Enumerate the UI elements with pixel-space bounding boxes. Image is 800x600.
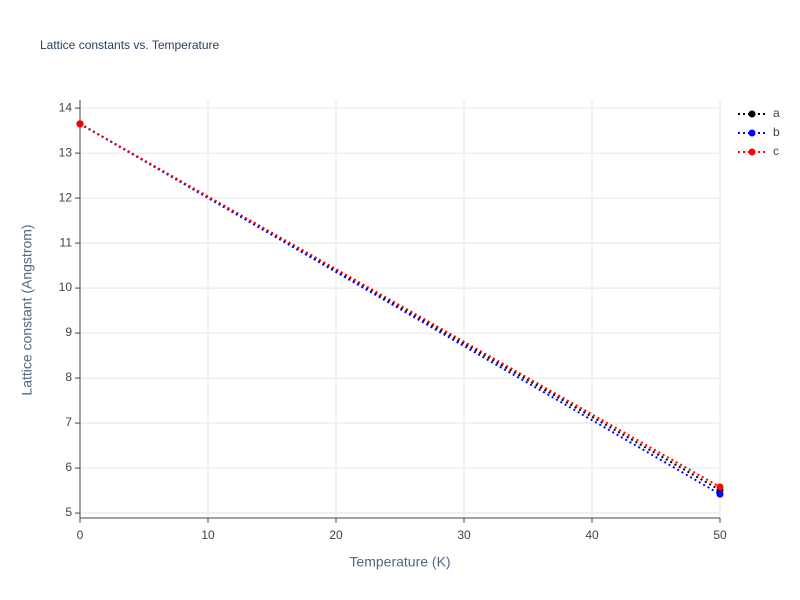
x-axis-title: Temperature (K): [349, 554, 450, 570]
y-tick-label: 9: [65, 325, 72, 339]
y-tick-label: 5: [65, 505, 72, 519]
point: [716, 490, 724, 498]
y-tick-label: 12: [59, 190, 73, 204]
y-tick-label: 13: [59, 145, 73, 159]
y-tick-label: 7: [65, 415, 72, 429]
x-tick-label: 0: [77, 528, 84, 542]
point: [716, 483, 724, 491]
legend-label: c: [773, 144, 779, 158]
legend-label: a: [773, 106, 780, 120]
series-line: [79, 122, 721, 496]
chart-title: Lattice constants vs. Temperature: [40, 38, 220, 52]
y-tick-label: 6: [65, 460, 72, 474]
point: [76, 120, 84, 128]
x-tick-label: 30: [457, 528, 471, 542]
legend-label: b: [773, 125, 780, 139]
y-tick-label: 10: [59, 280, 73, 294]
x-tick-label: 10: [201, 528, 215, 542]
series-line: [79, 122, 721, 488]
y-tick-label: 11: [60, 235, 73, 249]
x-tick-label: 50: [713, 528, 727, 542]
y-tick-label: 8: [65, 370, 72, 384]
legend-marker: [748, 129, 756, 137]
x-tick-label: 40: [585, 528, 599, 542]
y-tick-label: 14: [59, 100, 73, 114]
x-tick-label: 20: [329, 528, 343, 542]
y-axis-title: Lattice constant (Angstrom): [19, 224, 35, 395]
legend-marker: [748, 110, 756, 118]
legend-marker: [748, 148, 756, 156]
